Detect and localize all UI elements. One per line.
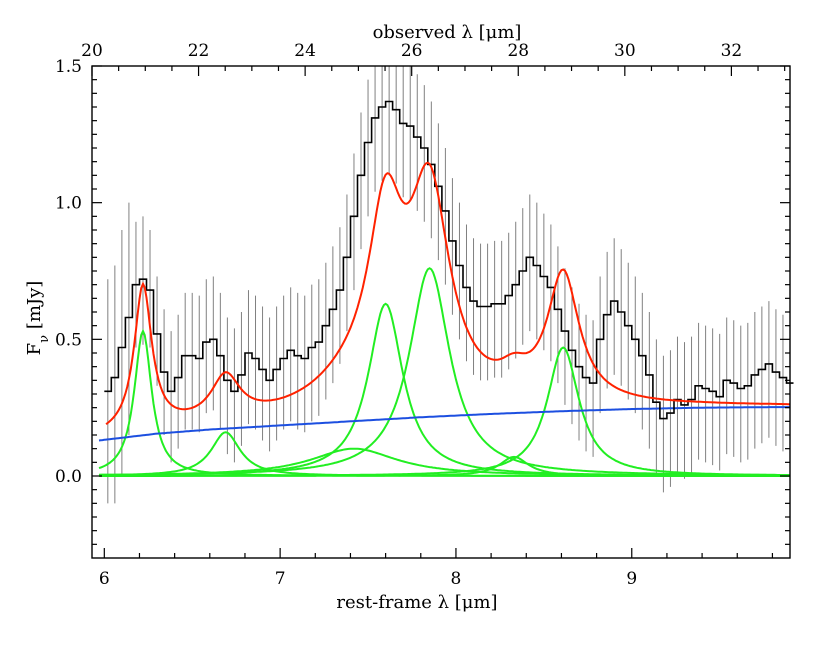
axis-ticks	[91, 65, 790, 558]
component-curve	[98, 267, 790, 476]
x2-tick-label: 30	[614, 41, 636, 61]
x2-tick-label: 26	[401, 41, 423, 61]
y-tick-label: 1.0	[55, 194, 82, 214]
y-tick-label: 1.5	[55, 57, 82, 77]
x-tick-label: 8	[451, 569, 462, 589]
x2-tick-label: 20	[81, 41, 103, 61]
data-histogram	[104, 100, 794, 420]
x2-tick-label: 28	[507, 41, 529, 61]
error-bars	[107, 66, 791, 504]
y-tick-label: 0.0	[55, 467, 82, 487]
x2-tick-label: 22	[188, 41, 210, 61]
x2-tick-label: 24	[294, 41, 316, 61]
x2-tick-label: 32	[721, 41, 743, 61]
component-curves	[98, 267, 790, 477]
x2-axis-label: observed λ [μm]	[373, 22, 522, 43]
x-tick-label: 9	[626, 569, 637, 589]
plot-frame	[91, 65, 791, 559]
y-tick-label: 0.5	[55, 330, 82, 350]
total-fit-line	[105, 161, 790, 425]
continuum-curve	[98, 406, 790, 442]
continuum-line	[98, 406, 790, 442]
x-tick-label: 7	[275, 569, 286, 589]
y-axis-label: Fν [mJy]	[24, 281, 52, 356]
x-axis-label: rest-frame λ [μm]	[336, 592, 497, 613]
x-tick-label: 6	[99, 569, 110, 589]
total-fit-curve	[105, 161, 790, 425]
data-step-line	[104, 100, 794, 420]
component-curve	[99, 346, 790, 477]
tick-labels: 6 7 8 9 20 22 24 26 28 30 32 0.0 0.5 1.0 1.5	[55, 41, 742, 589]
